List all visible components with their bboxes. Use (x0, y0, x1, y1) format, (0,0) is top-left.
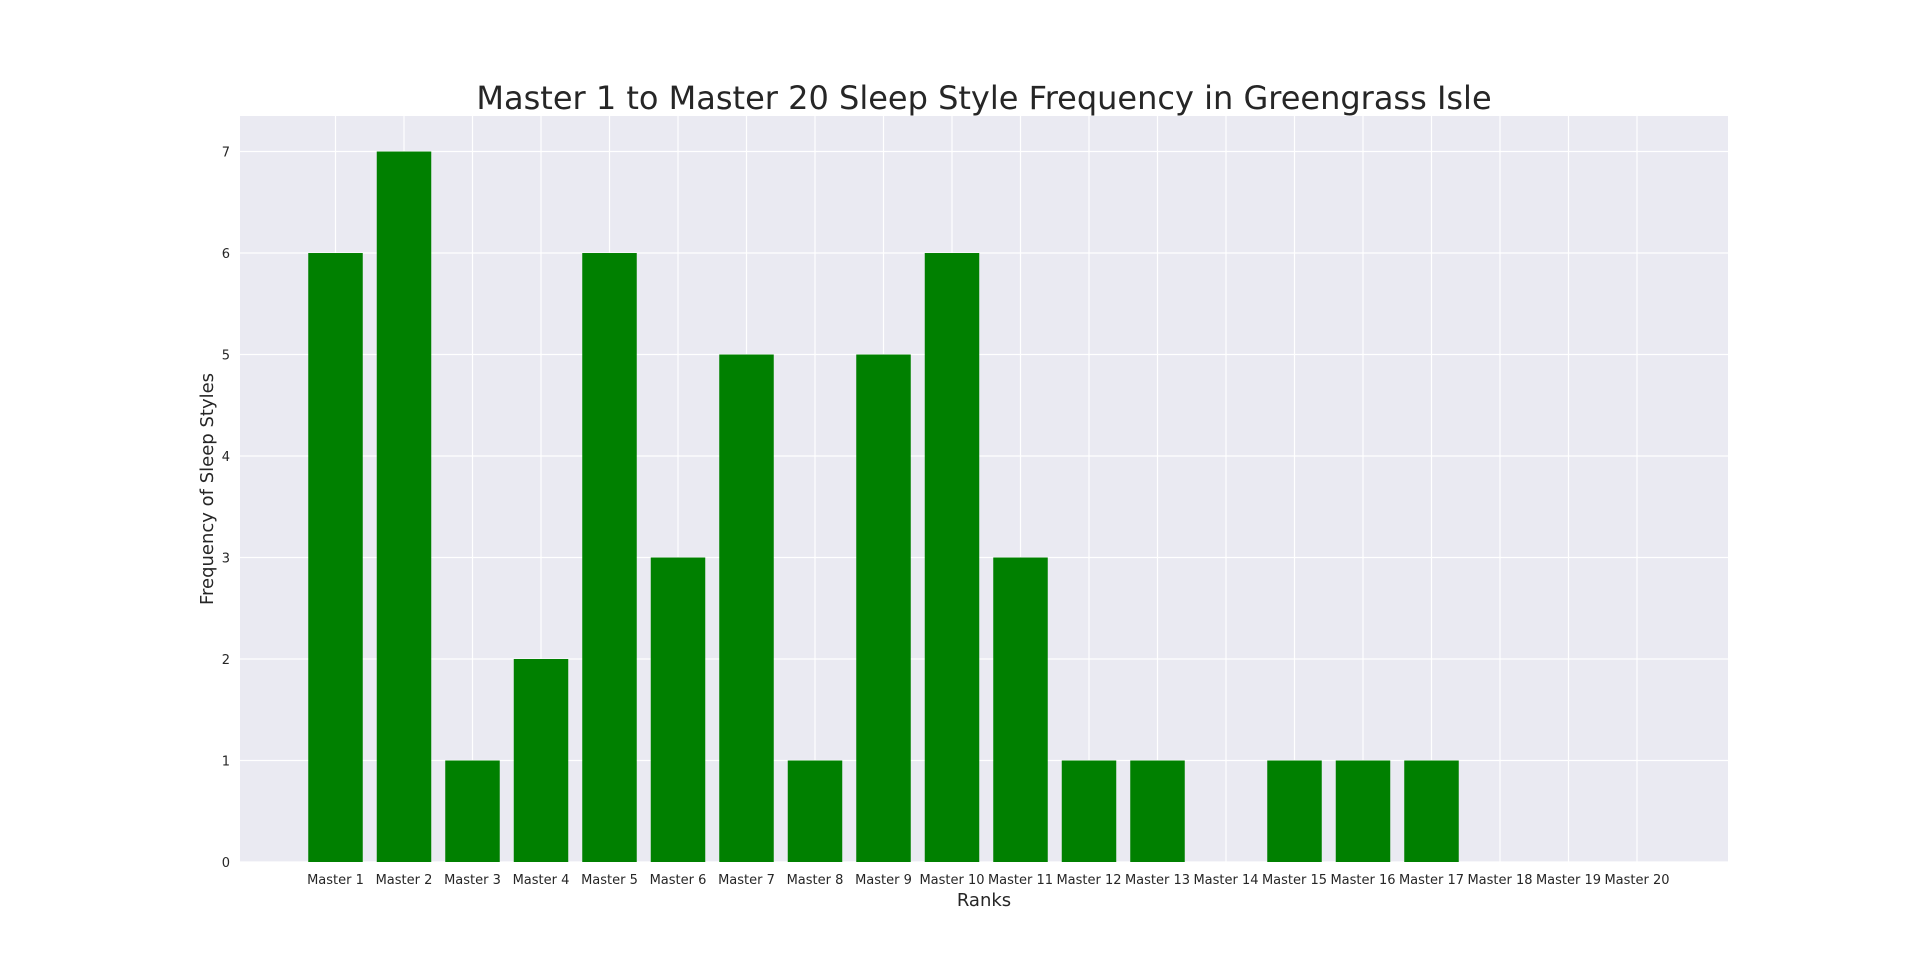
bar (308, 253, 363, 863)
bar (1335, 760, 1391, 862)
x-tick-label: Master 12 (1056, 873, 1121, 888)
x-tick-label: Master 10 (919, 873, 984, 888)
x-tick-label: Master 7 (718, 873, 775, 888)
bars (308, 151, 1459, 863)
bar (1267, 760, 1322, 862)
y-tick-label: 5 (222, 349, 230, 364)
x-tick-label: Master 3 (444, 873, 501, 888)
x-tick-label: Master 13 (1125, 873, 1190, 888)
x-tick-label: Master 11 (988, 873, 1053, 888)
y-tick-label: 6 (222, 247, 230, 262)
bar (1404, 760, 1459, 862)
bar (719, 354, 774, 862)
x-tick-label: Master 14 (1193, 873, 1258, 888)
x-tick-label: Master 18 (1467, 873, 1532, 888)
x-tick-label: Master 19 (1536, 873, 1601, 888)
bar (513, 659, 569, 862)
bar (582, 253, 637, 863)
y-tick-label: 2 (222, 653, 230, 668)
y-axis-label: Frequency of Sleep Styles (197, 373, 218, 605)
x-tick-label: Master 1 (307, 873, 364, 888)
y-tick-label: 1 (222, 755, 230, 770)
y-axis-ticks: 0 1 2 3 4 5 6 7 (222, 146, 230, 871)
x-tick-label: Master 2 (376, 873, 433, 888)
x-tick-label: Master 16 (1330, 873, 1395, 888)
x-tick-label: Master 15 (1262, 873, 1327, 888)
x-tick-label: Master 6 (650, 873, 707, 888)
bar (787, 760, 843, 862)
y-tick-label: 7 (222, 146, 230, 161)
x-tick-label: Master 17 (1399, 873, 1464, 888)
y-tick-label: 0 (222, 856, 230, 871)
y-tick-label: 3 (222, 552, 230, 567)
bar (856, 354, 911, 862)
x-axis-ticks: Master 1 Master 2 Master 3 Master 4 Master 5… (307, 873, 1669, 888)
bar (445, 760, 500, 862)
bar (1061, 760, 1117, 862)
x-tick-label: Master 20 (1604, 873, 1669, 888)
bar (1130, 760, 1185, 862)
x-axis-label: Ranks (957, 890, 1011, 911)
chart-title: Master 1 to Master 20 Sleep Style Freque… (476, 79, 1491, 117)
x-tick-label: Master 9 (855, 873, 912, 888)
x-tick-label: Master 8 (787, 873, 844, 888)
y-tick-label: 4 (222, 450, 230, 465)
plot-area (240, 116, 1728, 862)
x-tick-label: Master 4 (513, 873, 570, 888)
bar (993, 557, 1048, 862)
bar (924, 253, 980, 863)
x-tick-label: Master 5 (581, 873, 638, 888)
bar (650, 557, 706, 862)
bar (376, 151, 432, 862)
